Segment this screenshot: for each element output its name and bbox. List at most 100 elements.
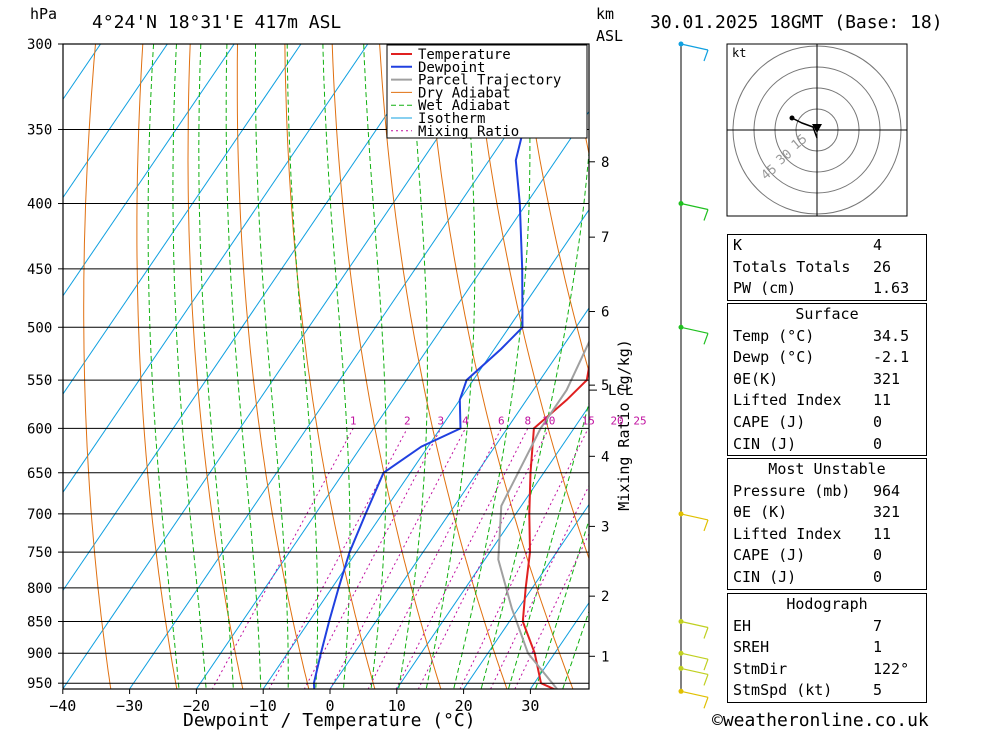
indices-table: K 4 Totals Totals 26 PW (cm) 1.63 [727, 234, 927, 301]
dry-adiabat-line [236, 44, 310, 689]
pressure-tick-label: 850 [27, 615, 52, 631]
wind-barb [680, 326, 709, 334]
hodograph-params-title: Hodograph [786, 595, 868, 613]
wind-barb [680, 620, 709, 629]
surface-table: Surface Temp (°C) 34.5 Dewp (°C) -2.1 θE(K… [727, 303, 927, 457]
pressure-tick-label: 450 [27, 262, 52, 278]
mixing-ratio-axis-title: Mixing Ratio (g/kg) [615, 339, 633, 511]
wind-barb-flag [703, 627, 709, 639]
mu-cape-value: 0 [873, 546, 883, 565]
mu-li-value: 11 [873, 524, 892, 543]
legend-entry: Dry Adiabat [418, 85, 511, 101]
mixing-ratio-label: 3 [437, 414, 444, 427]
surface-dewp-label: Dewp (°C) [733, 348, 815, 367]
mixing-ratio-line [367, 428, 502, 689]
legend-entry: Wet Adiabat [418, 98, 511, 114]
km-tick-label: 8 [601, 155, 609, 171]
legend-entry: Parcel Trajectory [418, 73, 561, 89]
surface-li-value: 11 [873, 391, 892, 410]
isotherm-line [63, 44, 369, 494]
surface-cape-label: CAPE (J) [733, 412, 806, 431]
hodograph-trace [791, 117, 818, 139]
pressure-tick-label: 800 [27, 581, 52, 597]
pressure-tick-label: 950 [27, 676, 52, 692]
legend-entry: Temperature [418, 47, 511, 63]
legend-entry: Mixing Ratio [418, 124, 519, 140]
stmdir-label: StmDir [733, 659, 788, 678]
km-tick-label: 3 [601, 519, 609, 535]
wind-barb-flag [703, 697, 709, 709]
mu-pressure-value: 964 [873, 481, 901, 500]
pressure-tick-label: 550 [27, 373, 52, 389]
totals-value: 26 [873, 257, 892, 276]
wind-barb-dot [678, 511, 684, 517]
k-index-value: 4 [873, 236, 883, 254]
temperature-tick-label: −30 [116, 697, 143, 715]
mixing-ratio-label: 20 [610, 414, 623, 427]
pw-label: PW (cm) [733, 279, 797, 298]
copyright-footer: ©weatheronline.co.uk [712, 710, 929, 731]
pressure-tick-label: 350 [27, 122, 52, 138]
wind-barb [680, 202, 709, 211]
pressure-tick-label: 400 [27, 197, 52, 213]
temperature-tick-label: −40 [49, 697, 76, 715]
surface-temp-value: 34.5 [873, 326, 910, 345]
sreh-label: SREH [733, 638, 770, 657]
wet-adiabat-line [286, 44, 319, 689]
mu-cin-label: CIN (J) [733, 567, 797, 586]
mu-theta-value: 321 [873, 503, 901, 522]
temperature-tick-label: 10 [388, 697, 406, 715]
dry-adiabat-line [521, 44, 589, 374]
isotherm-line [63, 44, 168, 199]
wind-barb-flag [703, 209, 709, 221]
mu-cin-value: 0 [873, 567, 883, 586]
mu-cape-label: CAPE (J) [733, 546, 806, 565]
isotherm-line [63, 44, 235, 297]
pressure-tick-label: 300 [27, 37, 52, 53]
dry-adiabat-line [187, 44, 244, 689]
dry-adiabat-line [83, 44, 112, 689]
totals-label: Totals Totals [733, 257, 851, 276]
isotherm-line [0, 0, 36, 712]
sreh-value: 1 [873, 638, 883, 657]
km-tick-label: 2 [601, 589, 609, 605]
km-tick-label: 1 [601, 649, 609, 665]
most-unstable-table: Most Unstable Pressure (mb) 964 θE (K) 321… [727, 458, 927, 590]
mu-li-label: Lifted Index [733, 524, 842, 543]
pressure-tick-label: 700 [27, 507, 52, 523]
wind-barb [680, 667, 709, 675]
mixing-ratio-label: 6 [498, 414, 505, 427]
pressure-tick-label: 500 [27, 320, 52, 336]
surface-cape-value: 0 [873, 412, 883, 431]
wet-adiabat-line [254, 44, 289, 689]
wind-barb [680, 652, 709, 660]
mixing-ratio-label: 8 [524, 414, 531, 427]
hodograph-point [789, 115, 795, 121]
mixing-ratio-label: 2 [404, 414, 411, 427]
temperature-tick-label: −10 [250, 697, 277, 715]
wind-barb [680, 690, 709, 698]
km-tick-label: 5 [601, 378, 609, 394]
isotherm-line [63, 44, 102, 101]
eh-value: 7 [873, 616, 883, 635]
dry-adiabat-line [331, 44, 442, 689]
mu-pressure-label: Pressure (mb) [733, 481, 851, 500]
wet-adiabat-line [453, 44, 531, 689]
isotherm-line [63, 44, 302, 395]
wet-adiabat-line [322, 44, 351, 689]
temperature-tick-label: 0 [325, 697, 334, 715]
legend-entry: Dewpoint [418, 60, 485, 76]
stmdir-value: 122° [873, 659, 910, 678]
wet-adiabat-line [425, 44, 476, 689]
pressure-tick-label: 600 [27, 421, 52, 437]
wind-barb-flag [703, 674, 709, 686]
pressure-tick-label: 650 [27, 466, 52, 482]
surface-dewp-value: -2.1 [873, 348, 910, 367]
mixing-ratio-label: 25 [633, 414, 646, 427]
surface-theta-value: 321 [873, 369, 901, 388]
mixing-ratio-line [395, 428, 529, 689]
wet-adiabat-line [398, 44, 428, 689]
mixing-ratio-label: 4 [462, 414, 469, 427]
